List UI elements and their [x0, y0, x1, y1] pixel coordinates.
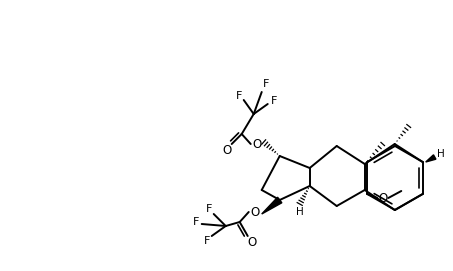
Text: O: O	[250, 205, 259, 218]
Text: O: O	[252, 137, 261, 150]
Text: O: O	[379, 192, 388, 205]
Text: H: H	[437, 149, 444, 159]
Text: F: F	[236, 91, 242, 101]
Text: O: O	[222, 144, 231, 156]
Text: F: F	[206, 204, 212, 214]
Text: F: F	[270, 96, 277, 106]
Text: F: F	[263, 79, 269, 89]
Polygon shape	[426, 155, 436, 162]
Text: F: F	[193, 217, 199, 227]
Text: O: O	[247, 235, 256, 249]
Polygon shape	[262, 197, 282, 214]
Text: H: H	[296, 207, 304, 217]
Text: F: F	[203, 236, 210, 246]
